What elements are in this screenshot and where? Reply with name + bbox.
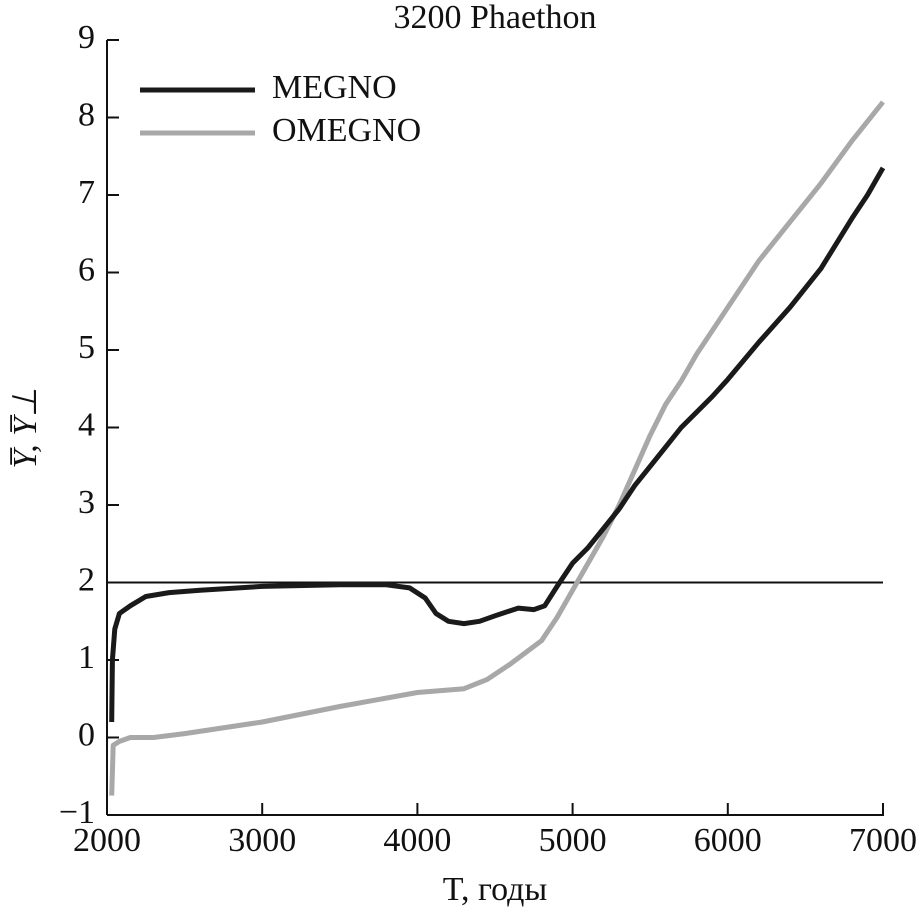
x-tick-label: 7000 [849, 822, 917, 859]
data-line [109, 166, 886, 723]
y-tick-label: 2 [78, 561, 95, 598]
y-tick-label: 6 [78, 251, 95, 288]
y-tick-label: 7 [78, 174, 95, 211]
y-axis-label: Y̅, Y̅⊥ [7, 387, 44, 468]
y-tick-label: 1 [78, 639, 95, 676]
y-tick-label: 9 [78, 19, 95, 56]
y-tick-label: 0 [78, 716, 95, 753]
x-axis-label: T, годы [443, 871, 548, 908]
y-tick-label: 5 [78, 329, 95, 366]
x-tick-label: 3000 [228, 822, 296, 859]
chart-title: 3200 Phaethon [393, 0, 596, 36]
x-tick-label: 5000 [539, 822, 607, 859]
y-tick-label: 8 [78, 96, 95, 133]
x-tick-label: 2000 [73, 822, 141, 859]
x-tick-label: 6000 [694, 822, 762, 859]
x-tick-label: 4000 [383, 822, 451, 859]
y-tick-label: −1 [59, 794, 95, 831]
y-tick-label: 3 [78, 484, 95, 521]
data-line [109, 100, 885, 796]
legend-label: OMEGNO [272, 112, 421, 149]
legend-label: MEGNO [272, 69, 397, 106]
y-tick-label: 4 [78, 406, 95, 443]
